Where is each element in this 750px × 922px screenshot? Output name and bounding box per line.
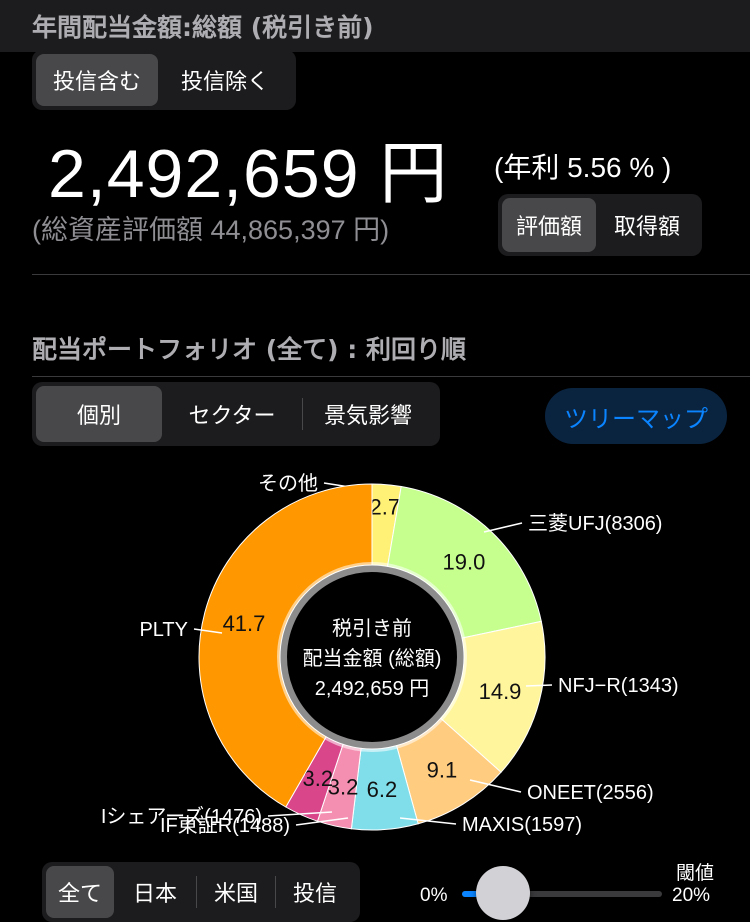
slice-name-label: PLTY (139, 619, 188, 641)
threshold-min-label: 0% (420, 885, 448, 906)
treemap-button[interactable]: ツリーマップ (545, 388, 727, 444)
center-label: 2,492,659 円 (315, 678, 430, 700)
fund-toggle: 投信含む 投信除く (32, 50, 296, 110)
tab-japan[interactable]: 日本 (132, 882, 177, 907)
threshold-label: 閾値 (676, 863, 715, 884)
exclude-funds-option[interactable]: 投信除く (180, 70, 269, 95)
header-bar: 年間配当金額:総額 (税引き前) (0, 0, 750, 52)
annual-dividend-amount: 2,492,659 円 (48, 136, 449, 212)
slice-name-label: MAXIS(1597) (462, 814, 582, 836)
slice-name-label: ONEET(2556) (527, 782, 654, 804)
value-basis-toggle: 評価額 取得額 (498, 194, 702, 256)
tab-funds[interactable]: 投信 (292, 882, 337, 907)
total-assets-value: (総資産評価額 44,865,397 円) (32, 215, 390, 245)
slice-value-label: 9.1 (427, 758, 458, 783)
leader-line (193, 628, 223, 634)
threshold-max-label: 20% (672, 885, 711, 906)
market-value-option[interactable]: 評価額 (502, 198, 596, 252)
leader-line (399, 817, 457, 825)
slice-name-label: NFJ−R(1343) (558, 675, 679, 697)
slice-name-label: IF東証R(1488) (160, 814, 290, 837)
divider (32, 274, 750, 275)
leader-line (469, 779, 522, 793)
center-label: 配当金額 (総額) (303, 647, 442, 670)
slice-name-label: その他 (258, 472, 318, 495)
portfolio-section-title: 配当ポートフォリオ (全て) : 利回り順 (32, 335, 466, 364)
slice-value-label: 3.2 (303, 766, 334, 791)
tab-sector[interactable]: セクター (188, 404, 276, 429)
slice-value-label: 41.7 (223, 611, 266, 636)
slice-name-label: 三菱UFJ(8306) (528, 512, 662, 535)
view-tabs: 個別 セクター 景気影響 (32, 382, 440, 446)
threshold-slider-fill (462, 891, 482, 897)
threshold-slider-track[interactable] (462, 891, 662, 897)
include-funds-option[interactable]: 投信含む (36, 54, 158, 106)
tab-us[interactable]: 米国 (213, 882, 258, 907)
slice-value-label: 2.7 (369, 495, 400, 520)
leader-line (483, 522, 523, 533)
slice-value-label: 19.0 (442, 550, 485, 575)
center-label: 税引き前 (332, 617, 412, 640)
slice-value-label: 6.2 (367, 777, 398, 802)
donut-hole (288, 573, 456, 741)
slice-name-label: Iシェアーズ(1476) (101, 805, 262, 828)
tab-economic-impact[interactable]: 景気影響 (323, 404, 412, 429)
tab-separator (302, 398, 303, 430)
tab-separator (275, 876, 276, 908)
inner-ring (277, 562, 467, 752)
acquisition-cost-option[interactable]: 取得額 (613, 215, 680, 240)
threshold-slider-knob[interactable] (476, 866, 530, 920)
page-title: 年間配当金額:総額 (税引き前) (32, 13, 374, 42)
divider (32, 376, 750, 377)
tab-all[interactable]: 全て (46, 866, 114, 918)
tab-individual[interactable]: 個別 (36, 386, 162, 442)
leader-line (295, 817, 349, 826)
dividend-donut-chart: 2.7 その他 19.0 三菱UFJ(8306) 14.9 NFJ−R(1343) 9.1 O… (101, 472, 679, 837)
leader-line (525, 684, 553, 687)
leader-line (267, 811, 333, 817)
annual-yield-rate: (年利 5.56 % ) (494, 152, 672, 183)
slice-value-label: 14.9 (479, 679, 522, 704)
slice-value-label: 3.2 (328, 774, 359, 799)
tab-separator (196, 876, 197, 908)
region-tabs: 全て 日本 米国 投信 (42, 862, 360, 922)
